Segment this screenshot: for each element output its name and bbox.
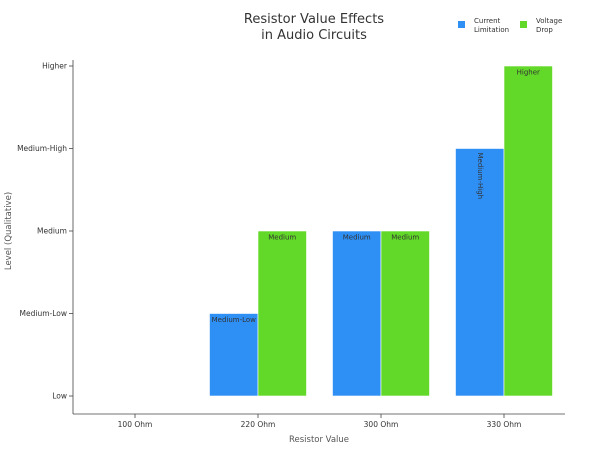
y-tick-label-higher: Higher (42, 62, 68, 71)
legend-label-voltage-line-1: Voltage (536, 17, 562, 25)
y-tick-label-medium: Medium (37, 227, 67, 236)
bar-voltage-drop-220-ohm (257, 230, 307, 397)
chart-title-line-1: Resistor Value Effects (244, 12, 384, 27)
bar-label-current-limitation-220-ohm: Medium-Low (212, 316, 257, 324)
bar-label-voltage-drop-330-ohm: Higher (517, 69, 540, 77)
y-axis-ticks: Low Medium-Low Medium Medium-High Higher (17, 62, 73, 401)
x-tick-label-100-ohm: 100 Ohm (118, 420, 153, 429)
x-tick-label-300-ohm: 300 Ohm (364, 420, 399, 429)
bar-voltage-drop-300-ohm (380, 230, 430, 397)
bar-current-limitation-330-ohm (455, 148, 505, 397)
bar-label-voltage-drop-220-ohm: Medium (268, 234, 296, 242)
bar-label-current-limitation-300-ohm: Medium (343, 234, 371, 242)
bar-current-limitation-300-ohm (332, 230, 382, 397)
x-tick-label-330-ohm: 330 Ohm (487, 420, 522, 429)
legend-label-voltage-line-2: Drop (536, 26, 553, 34)
y-axis-title: Level (Qualitative) (4, 192, 14, 270)
bars: Medium-Low Medium Medium-High Medium Medium H… (209, 65, 553, 397)
x-axis-title: Resistor Value (289, 435, 349, 445)
legend-swatch-voltage-drop (520, 21, 527, 28)
bar-current-limitation-220-ohm (209, 313, 259, 397)
bar-label-voltage-drop-300-ohm: Medium (391, 234, 419, 242)
x-axis-ticks: 100 Ohm 220 Ohm 300 Ohm 330 Ohm (118, 414, 522, 429)
bar-label-current-limitation-330-ohm: Medium-High (476, 153, 484, 200)
chart-title-line-2: in Audio Circuits (261, 28, 367, 43)
legend-label-current-line-2: Limitation (474, 26, 509, 34)
x-tick-label-220-ohm: 220 Ohm (241, 420, 276, 429)
legend-label-current-line-1: Current (474, 17, 501, 25)
legend: Current Limitation Voltage Drop (458, 17, 562, 34)
y-tick-label-medium-low: Medium-Low (20, 309, 67, 318)
bar-voltage-drop-330-ohm (503, 65, 553, 397)
y-tick-label-low: Low (52, 392, 67, 401)
y-tick-label-medium-high: Medium-High (17, 144, 67, 153)
legend-swatch-current-limitation (458, 21, 465, 28)
